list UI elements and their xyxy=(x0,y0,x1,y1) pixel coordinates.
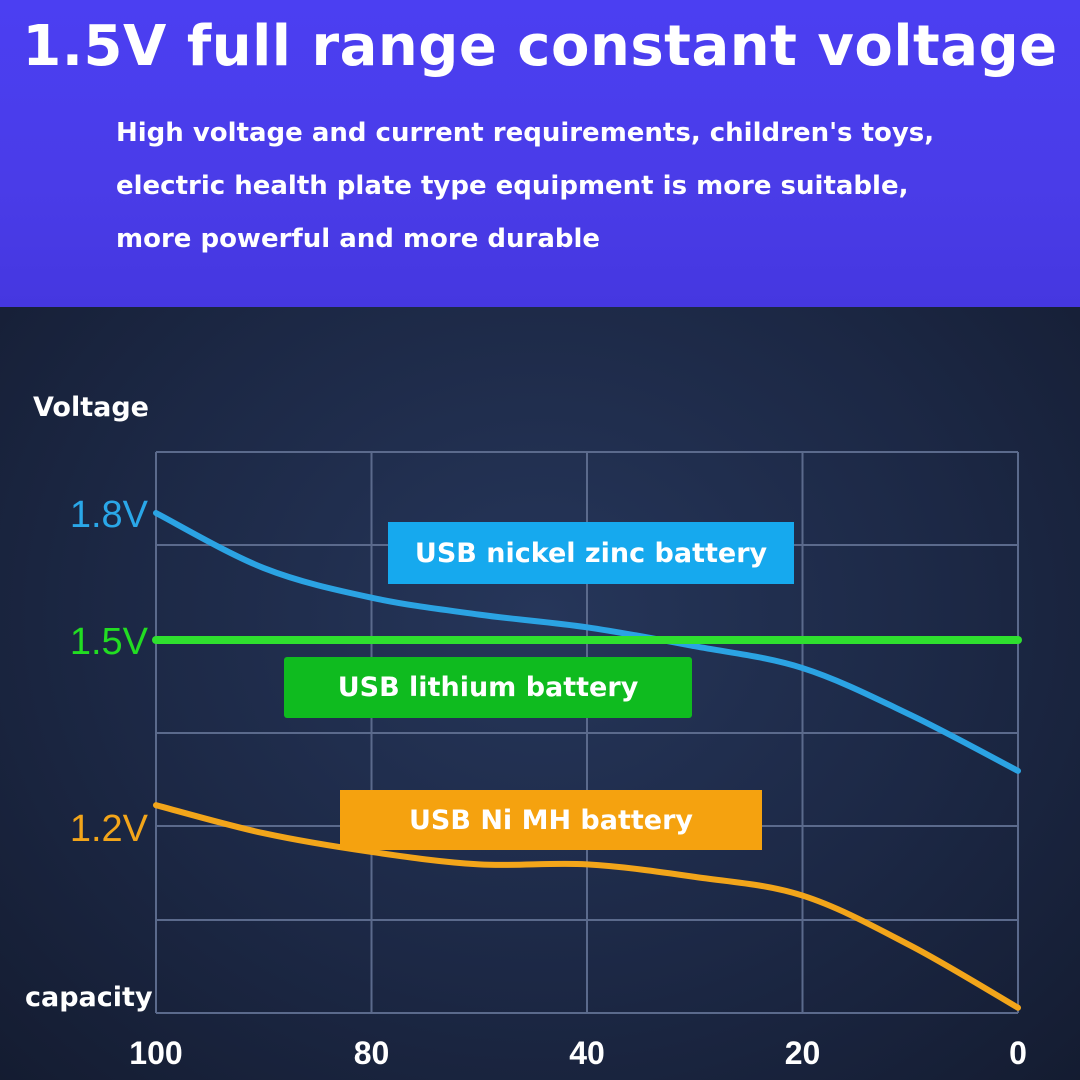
y-tick-label: 1.2V xyxy=(70,808,149,850)
x-tick-label: 80 xyxy=(354,1035,390,1071)
x-tick-label: 100 xyxy=(129,1035,182,1071)
x-tick-label: 20 xyxy=(785,1035,821,1071)
y-tick-label: 1.8V xyxy=(70,494,149,536)
subtitle-line-1: High voltage and current requirements, c… xyxy=(116,118,935,148)
series-line xyxy=(153,802,1021,1011)
legend-nickel-zinc: USB nickel zinc battery xyxy=(388,522,794,584)
page-title: 1.5V full range constant voltage xyxy=(22,14,1058,79)
x-tick-label: 0 xyxy=(1009,1035,1027,1071)
legend-nimh: USB Ni MH battery xyxy=(340,790,762,850)
x-axis-label: capacity xyxy=(25,982,153,1013)
y-tick-label: 1.5V xyxy=(70,621,149,663)
header-banner: 1.5V full range constant voltage High vo… xyxy=(0,0,1080,307)
subtitle-line-2: electric health plate type equipment is … xyxy=(116,171,909,201)
legend-lithium: USB lithium battery xyxy=(284,657,692,718)
subtitle-line-3: more powerful and more durable xyxy=(116,224,601,254)
series-line xyxy=(153,510,1021,774)
x-tick-label: 40 xyxy=(569,1035,605,1071)
y-axis-label: Voltage xyxy=(33,392,149,423)
